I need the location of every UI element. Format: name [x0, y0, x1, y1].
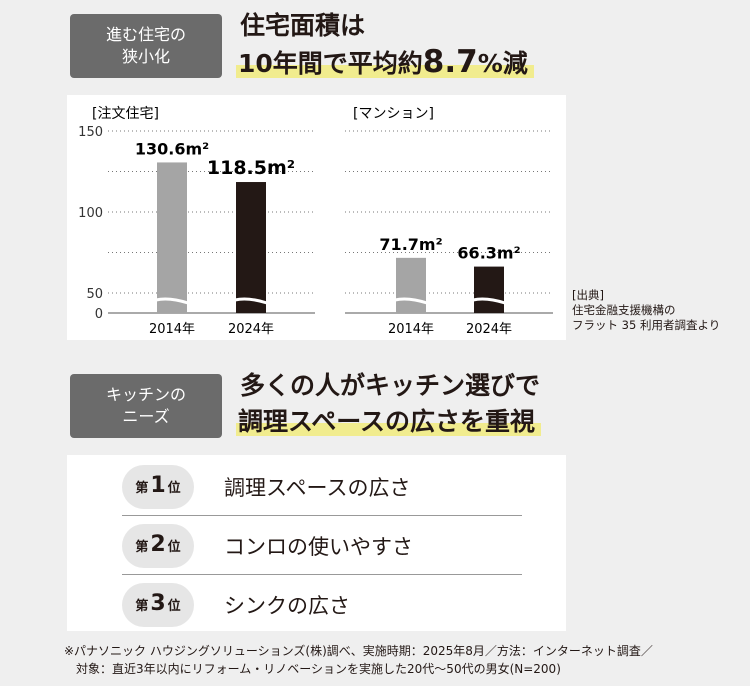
data-label: 66.3m²	[457, 244, 520, 263]
headline-figure: 8.7	[422, 44, 478, 80]
x-tick-label: 2014年	[388, 322, 434, 337]
ranking-item: 第 3 位 シンクの広さ	[122, 576, 522, 634]
headline-line1: 住宅面積は	[240, 11, 366, 40]
bar	[236, 182, 266, 313]
axis-break-mark	[472, 297, 506, 305]
axis-break-mark	[394, 297, 428, 305]
bar	[396, 257, 426, 313]
rank-number: 1	[150, 472, 166, 498]
headline-line2c: %減	[477, 49, 528, 78]
section-tag-housing: 進む住宅の 狭小化	[70, 14, 222, 78]
rank-prefix: 第	[135, 480, 149, 496]
rank-prefix: 第	[135, 599, 149, 614]
rank-prefix: 第	[135, 539, 149, 555]
x-tick-label: 2014年	[149, 322, 195, 337]
footnote: ※パナソニック ハウジングソリューションズ(株)調べ、実施時期：2025年8月／…	[64, 644, 653, 676]
rank-label: コンロの使いやすさ	[224, 534, 413, 559]
rank-label: 調理スペースの広さ	[224, 475, 411, 500]
y-tick-label: 0	[95, 307, 103, 322]
data-label: 118.5m²	[207, 157, 295, 179]
rank-number: 3	[150, 591, 166, 616]
y-tick-label: 150	[78, 125, 103, 140]
headline-line1: 多くの人がキッチン選びで	[240, 371, 541, 400]
rank-suffix: 位	[167, 539, 181, 555]
chart-title: [注文住宅]	[92, 106, 159, 122]
y-tick-label: 50	[86, 287, 103, 302]
data-label: 130.6m²	[135, 139, 209, 158]
rank-label: シンクの広さ	[224, 594, 350, 618]
bar-charts: [注文住宅] 0 50 100 150 130.6m² 2014年 118.5m² 2024年 […	[78, 106, 553, 337]
ranking-item: 第 2 位 コンロの使いやすさ	[122, 517, 522, 575]
headline-line2: 調理スペースの広さを重視	[236, 407, 542, 436]
x-tick-label: 2024年	[466, 322, 512, 337]
rank-number: 2	[150, 531, 166, 557]
section-tag-kitchen: キッチンの ニーズ	[70, 374, 222, 438]
source-note: [出典] 住宅金融支援機構の フラット 35 利用者調査より	[572, 288, 721, 332]
y-tick-label: 100	[78, 206, 103, 221]
x-tick-label: 2024年	[228, 322, 274, 337]
bar	[474, 266, 504, 313]
ranking-item: 第 1 位 調理スペースの広さ	[122, 458, 522, 516]
axis-break-mark	[155, 297, 189, 305]
headline-line2a: 10年間で平均約	[238, 49, 423, 78]
headline-housing: 住宅面積は 10年間で平均約8.7%減	[236, 8, 534, 82]
rank-suffix: 位	[167, 599, 181, 614]
chart-title: [マンション]	[353, 106, 434, 122]
axis-break-mark	[234, 297, 268, 305]
data-label: 71.7m²	[379, 235, 442, 254]
bar	[157, 162, 187, 313]
rank-suffix: 位	[167, 480, 181, 496]
headline-kitchen: 多くの人がキッチン選びで 調理スペースの広さを重視	[236, 368, 542, 440]
